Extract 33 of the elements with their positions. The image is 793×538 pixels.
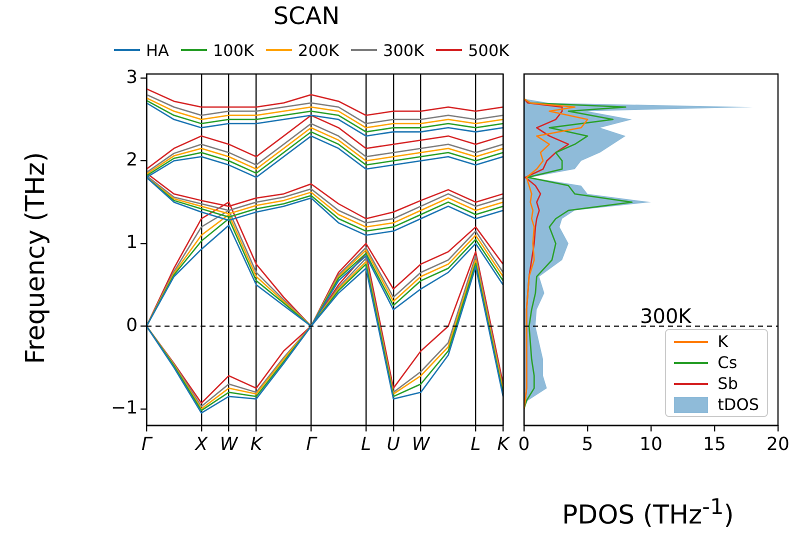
legend-label: Cs <box>718 353 738 372</box>
x-tick-label: W <box>220 434 239 455</box>
x-tick-label: K <box>250 434 264 455</box>
x-tick-label: 15 <box>703 434 726 455</box>
x-tick-label: L <box>360 434 371 455</box>
x-tick-label: 0 <box>518 434 530 455</box>
y-tick-label: −1 <box>110 398 138 419</box>
x-tick-label: W <box>412 434 431 455</box>
x-tick-label: Γ <box>306 434 318 455</box>
legend-label: tDOS <box>718 395 759 414</box>
legend-label: HA <box>146 40 169 60</box>
chart-title: SCAN <box>272 2 341 30</box>
x-tick-label: X <box>194 434 208 455</box>
x-tick-label: 10 <box>640 434 662 455</box>
y-tick-label: 2 <box>126 149 138 170</box>
y-tick-label: 3 <box>126 66 138 88</box>
annotation: 300K <box>640 304 692 328</box>
x-tick-label: L <box>470 434 481 455</box>
x-axis-title: PDOS (THz$^{-1}$) <box>562 495 734 531</box>
legend-label: 200K <box>298 40 340 60</box>
x-tick-label: U <box>386 434 400 455</box>
legend-label: Sb <box>718 374 738 393</box>
legend-label: K <box>718 332 728 351</box>
x-tick-label: K <box>497 434 510 455</box>
y-tick-label: 0 <box>126 314 138 336</box>
legend-label: 300K <box>383 40 424 60</box>
x-tick-label: 5 <box>582 434 594 455</box>
x-tick-label: Γ <box>142 434 154 455</box>
x-tick-label: 20 <box>766 434 790 455</box>
y-axis-title: Frequency (THz) <box>20 152 51 364</box>
y-tick-label: 1 <box>126 232 138 254</box>
legend-label: 100K <box>212 40 254 60</box>
legend-label: 500K <box>468 40 510 60</box>
